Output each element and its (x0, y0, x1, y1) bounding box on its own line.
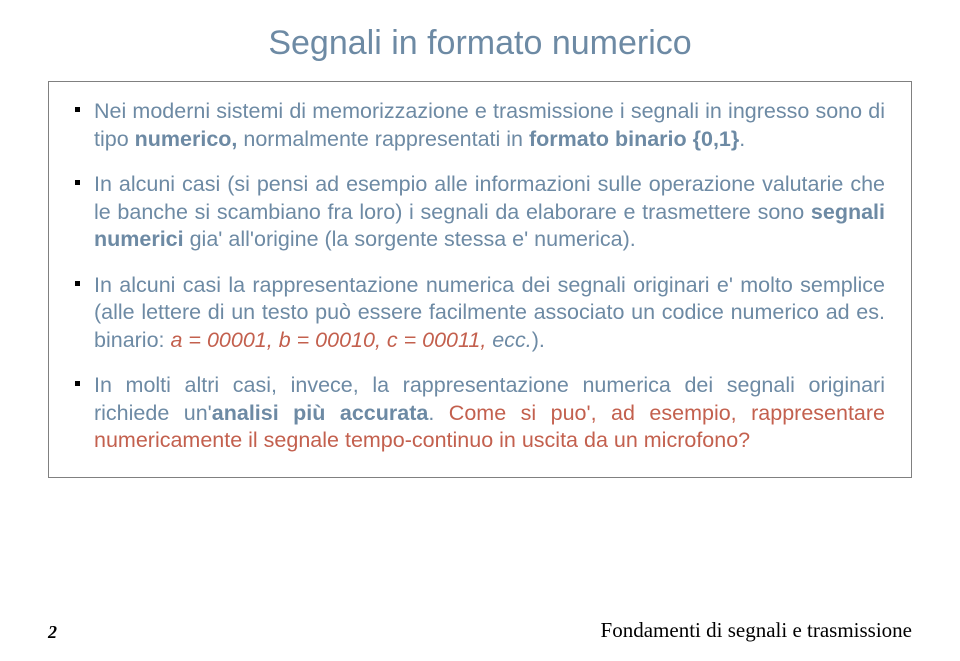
bullet-item: In alcuni casi la rappresentazione numer… (75, 272, 885, 355)
bullet-text: In alcuni casi la rappresentazione numer… (94, 272, 885, 355)
bullet-text: Nei moderni sistemi di memorizzazione e … (94, 98, 885, 153)
content-box: Nei moderni sistemi di memorizzazione e … (48, 81, 912, 478)
bullet-marker (75, 107, 80, 112)
bullet-text: In molti altri casi, invece, la rapprese… (94, 372, 885, 455)
footer-label: Fondamenti di segnali e trasmissione (601, 618, 912, 643)
bullet-item: In molti altri casi, invece, la rapprese… (75, 372, 885, 455)
page-number: 2 (48, 622, 57, 643)
bullet-item: Nei moderni sistemi di memorizzazione e … (75, 98, 885, 153)
slide-title: Segnali in formato numerico (48, 24, 912, 63)
bullet-marker (75, 381, 80, 386)
bullet-item: In alcuni casi (si pensi ad esempio alle… (75, 171, 885, 254)
bullet-marker (75, 281, 80, 286)
bullet-text: In alcuni casi (si pensi ad esempio alle… (94, 171, 885, 254)
slide: Segnali in formato numerico Nei moderni … (0, 0, 960, 661)
bullet-marker (75, 180, 80, 185)
footer: 2 Fondamenti di segnali e trasmissione (0, 618, 960, 643)
